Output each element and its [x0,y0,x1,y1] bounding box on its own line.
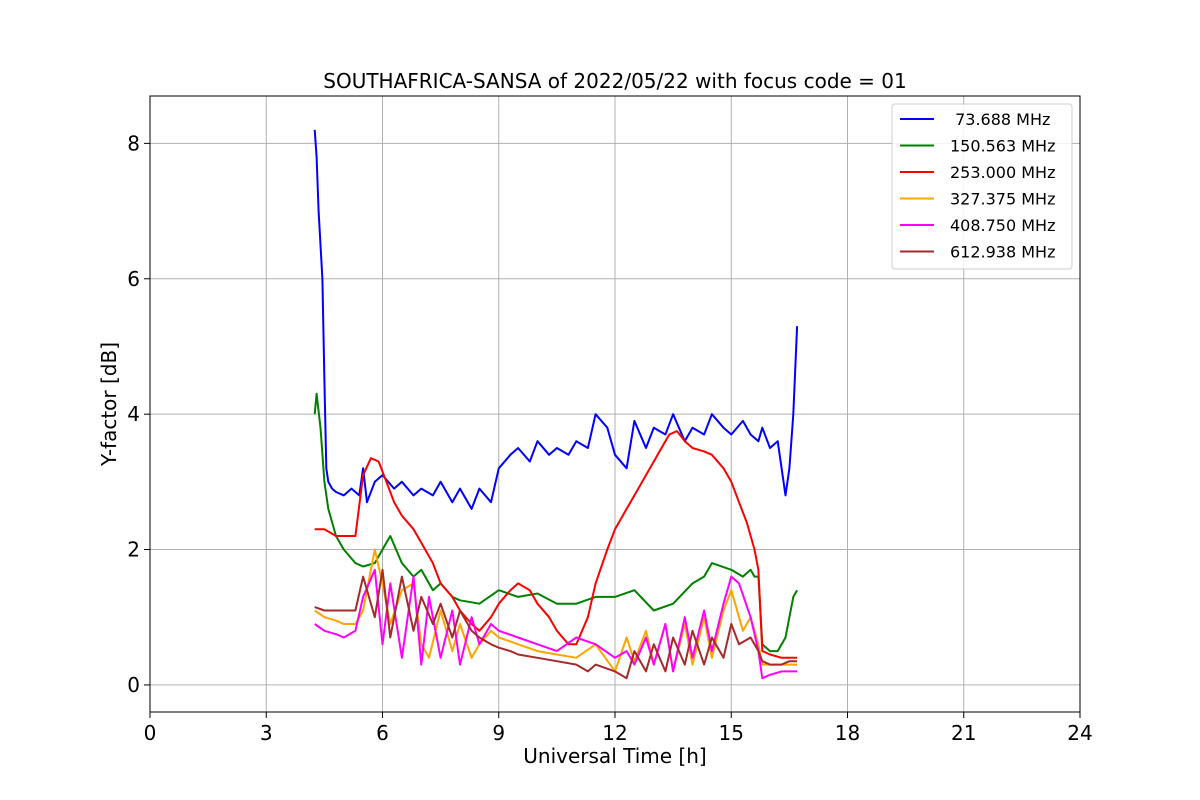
x-tick-label: 12 [602,721,627,745]
x-tick-label: 6 [376,721,389,745]
series-line-4 [314,568,798,680]
y-axis-label: Y-factor [dB] [97,342,121,467]
series-line-5 [314,568,798,680]
y-tick-label: 4 [127,402,140,426]
legend-entry: 253.000 MHz [950,163,1055,182]
x-ticks: 0 3 6 9 12 15 18 21 24 [144,712,1093,745]
legend-entry: 612.938 MHz [950,243,1055,262]
series-line-2 [314,430,798,659]
x-tick-label: 15 [719,721,744,745]
y-ticks: 0 2 4 6 8 [127,131,150,697]
legend-entry: 327.375 MHz [950,190,1055,209]
x-tick-label: 9 [492,721,505,745]
series-group [313,129,799,680]
legend-entry: 408.750 MHz [950,216,1055,235]
legend: 73.688 MHz 150.563 MHz 253.000 MHz 327.375 … [891,103,1073,270]
chart-title: SOUTHAFRICA-SANSA of 2022/05/22 with foc… [323,69,907,93]
legend-entry: 73.688 MHz [950,110,1050,129]
legend-entry: 150.563 MHz [950,137,1055,156]
legend-box [891,103,1073,270]
x-tick-label: 0 [144,721,157,745]
y-tick-label: 8 [127,131,140,155]
x-tick-label: 24 [1067,721,1092,745]
x-tick-label: 3 [260,721,273,745]
x-tick-label: 18 [835,721,860,745]
series-line-0 [313,129,799,510]
series-line-1 [313,392,798,653]
x-axis-label: Universal Time [h] [523,744,706,768]
x-tick-label: 21 [951,721,976,745]
y-tick-label: 6 [127,267,140,291]
y-tick-label: 2 [127,538,140,562]
y-tick-label: 0 [127,673,140,697]
